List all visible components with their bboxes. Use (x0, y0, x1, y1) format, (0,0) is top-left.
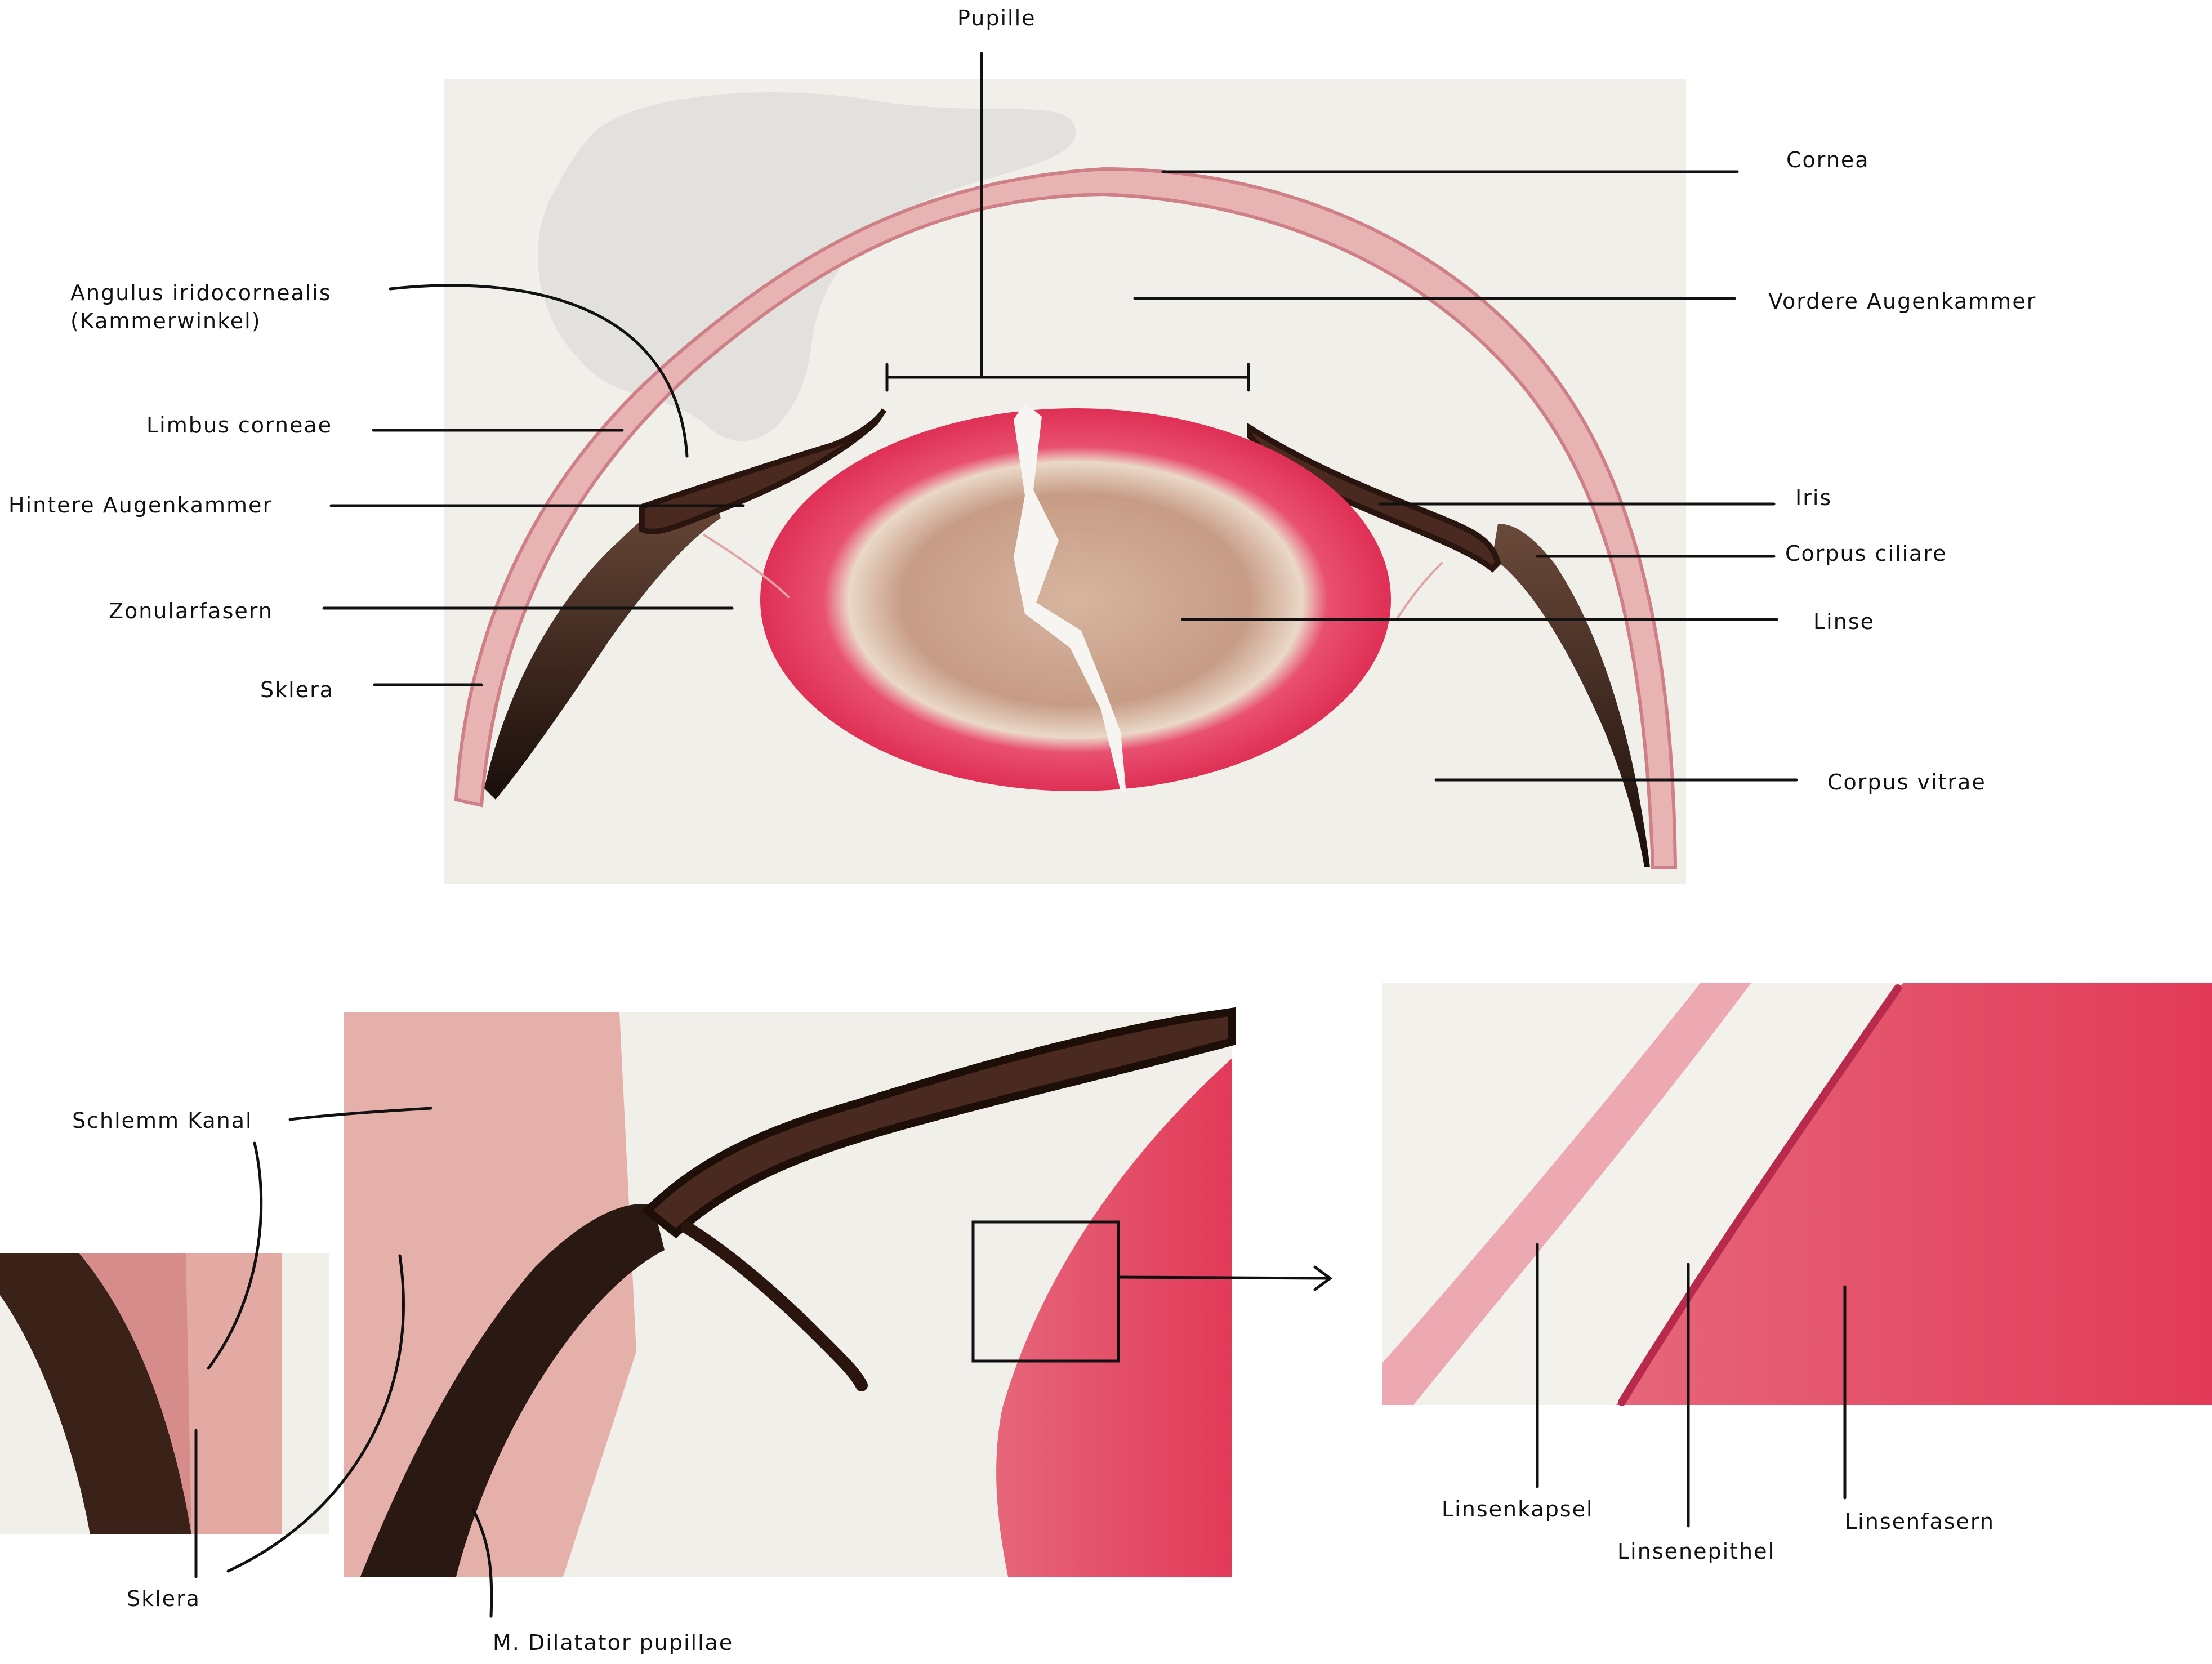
sclera-detail-image (0, 1253, 329, 1534)
lens-zoom-fibers (1616, 983, 2212, 1405)
main-eye-section (444, 79, 1686, 884)
detail-arrow-head (1313, 1265, 1333, 1291)
label-angulus-line2: (Kammerwinkel) (70, 309, 261, 333)
right-ciliary-pigment (1492, 524, 1650, 867)
label-linse: Linse (1813, 609, 1875, 634)
detail-box (971, 1220, 1120, 1363)
left-iris (639, 408, 887, 534)
label-angulus-line1: Angulus iridocornealis (70, 280, 332, 305)
label-sklera-main: Sklera (260, 677, 334, 702)
angle-zoom-ciliary-pigment (360, 1204, 665, 1577)
label-schlemm-kanal: Schlemm Kanal (72, 1108, 253, 1133)
leader-lines (194, 52, 1847, 1618)
lens-crack (1014, 403, 1126, 794)
sclera-detail-tissue (186, 1253, 282, 1534)
label-sklera-detail: Sklera (127, 1586, 200, 1611)
angle-zoom-image (344, 1007, 1236, 1577)
label-zonularfasern: Zonularfasern (109, 599, 273, 623)
left-ciliary-pigment (484, 484, 721, 800)
cornea-sclera-arc (454, 167, 1678, 869)
label-vordere-augenkammer: Vordere Augenkammer (1768, 289, 2036, 314)
label-iris: Iris (1795, 485, 1832, 510)
right-zonular-fibers (1395, 562, 1443, 621)
leader-dilatator (471, 1507, 493, 1618)
label-linsenfasern: Linsenfasern (1845, 1509, 1995, 1534)
label-pupille: Pupille (957, 6, 1036, 30)
leader-schlemm-down (207, 1141, 263, 1370)
leader-pupille-bracket (885, 363, 1250, 392)
detail-arrow-line (1117, 1275, 1331, 1280)
lens-zoom-epithelium (1618, 984, 1902, 1406)
label-corpus-ciliare: Corpus ciliare (1785, 541, 1947, 566)
label-hintere-augenkammer: Hintere Augenkammer (8, 493, 273, 518)
lens-zoom-capsule (1382, 983, 1751, 1405)
label-limbus-corneae: Limbus corneae (146, 413, 332, 438)
lens-capsule-zoom-image (1382, 983, 2212, 1406)
left-zonular-fibers (703, 534, 790, 598)
label-cornea: Cornea (1786, 148, 1870, 172)
angle-zoom-iris (641, 1007, 1236, 1239)
label-linsenepithel: Linsenepithel (1617, 1539, 1775, 1564)
labels: Pupille Cornea Angulus iridocornealis (K… (8, 6, 2036, 1655)
label-m-dilatator: M. Dilatator pupillae (493, 1630, 733, 1655)
angle-zoom-ciliary-processes (681, 1221, 868, 1391)
leader-schlemm (288, 1107, 432, 1121)
lens (760, 408, 1391, 791)
sclera-detail-pigment (0, 1253, 191, 1534)
angle-zoom-lens (996, 1059, 1232, 1577)
angle-zoom-sclera (344, 1012, 636, 1577)
leader-angulus (389, 284, 689, 458)
leader-sklera-detail-curve (226, 1254, 405, 1573)
label-linsenkapsel: Linsenkapsel (1442, 1497, 1594, 1522)
sclera-detail-pink-layer (79, 1253, 191, 1534)
label-corpus-vitrae: Corpus vitrae (1827, 770, 1986, 795)
